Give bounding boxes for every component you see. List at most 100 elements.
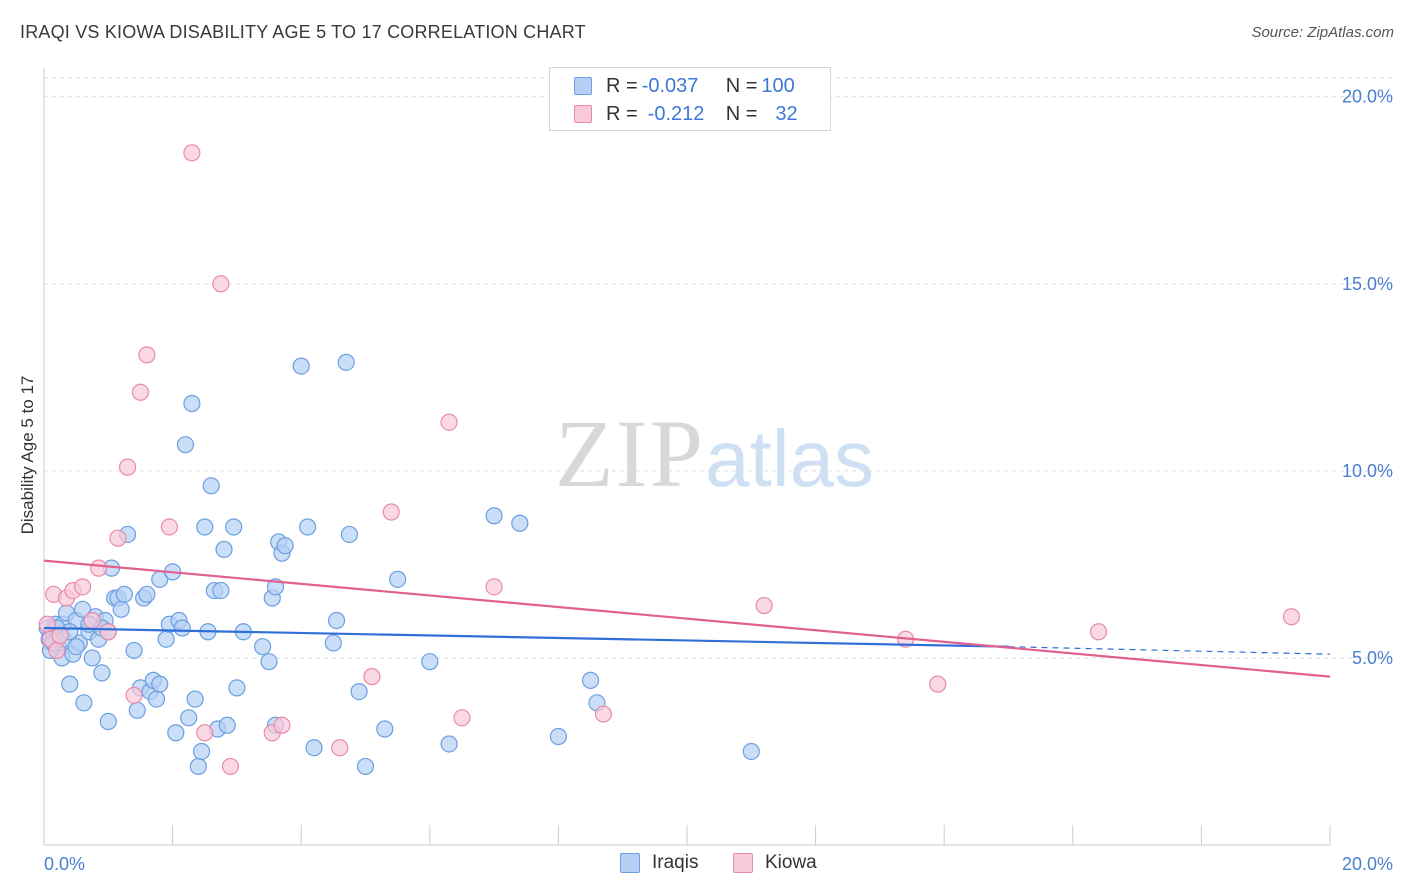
kiowa-point <box>594 705 613 723</box>
legend-r-label: R = <box>606 74 638 97</box>
chart-title: IRAQI VS KIOWA DISABILITY AGE 5 TO 17 CO… <box>20 22 586 42</box>
kiowa-point <box>1282 608 1301 626</box>
iraqis-point <box>212 581 230 600</box>
y-tick-label: 15.0% <box>1342 274 1393 294</box>
iraqis-point <box>215 540 233 559</box>
iraqis-point <box>228 679 246 697</box>
iraqis-point <box>225 518 243 536</box>
iraqis-point <box>125 641 143 660</box>
legend-item-kiowa: Kiowa <box>733 852 817 874</box>
iraqis-point <box>115 585 133 603</box>
iraqis-point <box>147 690 166 708</box>
kiowa-point <box>196 724 214 742</box>
iraqis-point <box>421 653 439 671</box>
kiowa-point <box>83 611 101 630</box>
kiowa-trend-line <box>43 559 1331 678</box>
kiowa-point <box>453 709 471 727</box>
watermark-zip: ZIP <box>555 400 705 507</box>
iraqis-point <box>176 436 195 454</box>
kiowa-point <box>363 668 381 686</box>
kiowa-point <box>131 383 150 401</box>
iraqis-point <box>389 570 407 588</box>
iraqis-point <box>196 518 214 536</box>
kiowa-point <box>48 641 66 660</box>
kiowa-point <box>929 675 947 693</box>
legend-n-value: 100 <box>761 74 795 97</box>
kiowa-point <box>1089 623 1108 641</box>
legend-n-label: N = <box>725 102 758 125</box>
iraqis-point <box>75 694 93 712</box>
kiowa-point <box>109 529 127 547</box>
iraqis-point <box>128 701 146 719</box>
x-tick-label: 20.0% <box>1342 854 1393 874</box>
kiowa-point <box>99 623 117 641</box>
iraqis-point <box>549 727 568 746</box>
kiowa-legend-swatch <box>733 853 753 873</box>
iraqis-point <box>511 514 529 532</box>
iraqis-point <box>138 585 156 603</box>
iraqis-point <box>189 757 207 776</box>
iraqis-point <box>218 716 236 734</box>
kiowa-point <box>138 346 156 364</box>
iraqis-point <box>742 742 760 761</box>
series-legend: Iraqis Kiowa <box>0 852 1406 876</box>
kiowa-point <box>118 458 137 476</box>
iraqis-point <box>356 757 375 776</box>
legend-item-iraqis: Iraqis <box>620 852 698 874</box>
y-tick-label: 10.0% <box>1342 461 1393 481</box>
iraqis-point <box>173 619 191 637</box>
legend-n-value: 32 <box>775 102 798 125</box>
y-tick-label: 20.0% <box>1342 87 1393 107</box>
legend-label-iraqis: Iraqis <box>652 852 699 873</box>
iraqis-point <box>337 353 355 371</box>
iraqis-point <box>324 634 342 652</box>
kiowa-point <box>755 596 773 615</box>
iraqis-point <box>73 600 92 618</box>
legend-row-kiowa: R = -0.212 N = 32 <box>574 102 798 126</box>
iraqis-point <box>350 682 368 701</box>
iraqis-point <box>340 525 359 544</box>
iraqis-point <box>183 394 201 413</box>
iraqis-trend-line <box>43 626 1009 648</box>
kiowa-point <box>382 503 400 521</box>
kiowa-point <box>212 275 230 293</box>
iraqis-point <box>167 724 185 742</box>
kiowa-point <box>90 559 108 577</box>
iraqis-point <box>276 537 294 555</box>
iraqis-point <box>157 630 175 648</box>
legend-row-iraqis: R = -0.037 N = 100 <box>574 74 795 98</box>
iraqis-point <box>186 690 204 708</box>
legend-label-kiowa: Kiowa <box>765 852 817 873</box>
iraqis-point <box>151 675 169 693</box>
iraqis-trend-extension <box>1008 646 1331 655</box>
legend-r-value: -0.212 <box>647 102 705 125</box>
watermark-atlas: atlas <box>705 414 874 503</box>
iraqis-point <box>305 739 323 757</box>
iraqis-point <box>112 600 130 618</box>
iraqis-point <box>327 611 346 630</box>
iraqis-point <box>299 518 317 536</box>
y-tick-label: 5.0% <box>1352 648 1393 668</box>
iraqis-point <box>440 735 458 753</box>
iraqis-point <box>61 675 79 693</box>
kiowa-swatch <box>574 105 592 123</box>
kiowa-point <box>73 578 92 596</box>
iraqis-point <box>180 709 198 727</box>
iraqis-legend-swatch <box>620 853 640 873</box>
legend-n-label: N = <box>725 74 758 97</box>
kiowa-point <box>485 578 503 596</box>
legend-r-value: -0.037 <box>641 74 699 97</box>
kiowa-point <box>221 757 240 776</box>
kiowa-point <box>51 626 69 645</box>
iraqis-point <box>192 742 211 761</box>
chart-source: Source: ZipAtlas.com <box>1251 24 1394 41</box>
iraqis-point <box>93 664 111 682</box>
iraqis-point <box>99 712 117 731</box>
legend-r-label: R = <box>606 102 638 125</box>
iraqis-point <box>292 357 310 375</box>
kiowa-point <box>273 716 291 734</box>
iraqis-point <box>376 720 394 738</box>
iraqis-point <box>260 653 278 671</box>
iraqis-point <box>83 649 101 667</box>
iraqis-point <box>67 638 85 656</box>
